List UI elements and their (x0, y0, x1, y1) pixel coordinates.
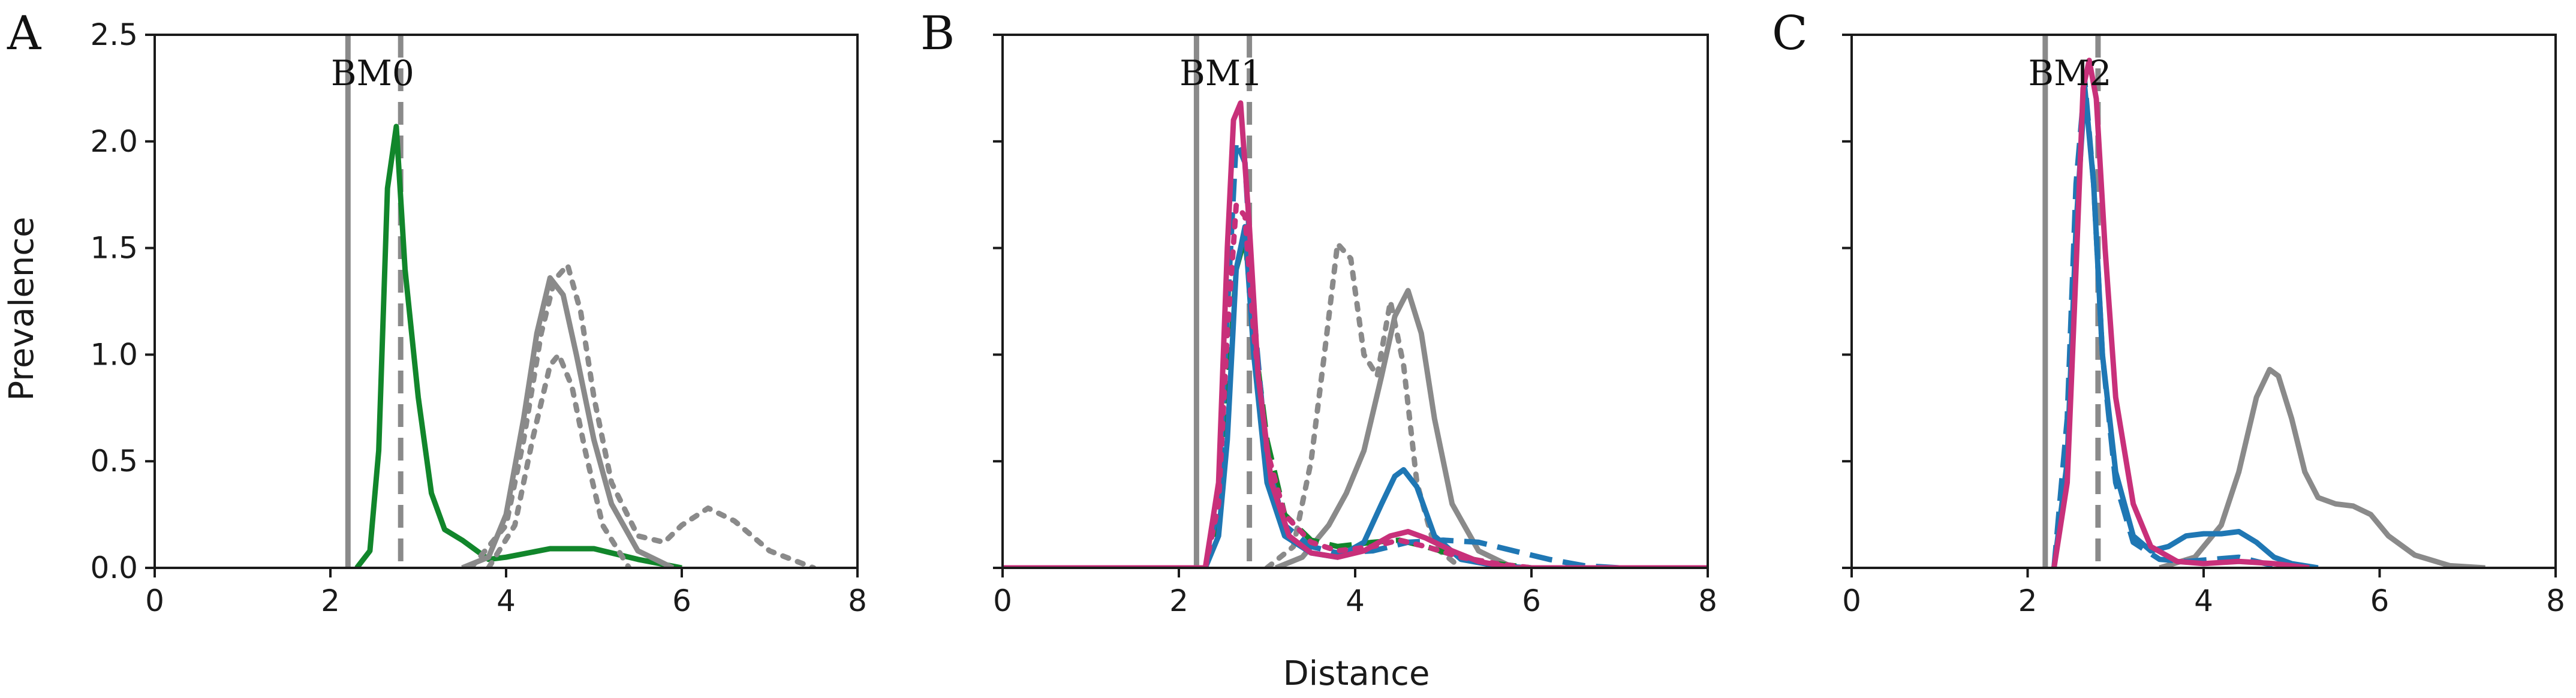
plot-area (1003, 35, 1708, 568)
x-tick-label: 0 (1842, 583, 1861, 618)
axes-frame (154, 34, 859, 569)
x-tick-label: 0 (145, 583, 164, 618)
x-tick-label: 4 (2194, 583, 2213, 618)
plot-area (345, 35, 817, 568)
y-axis-label: Prevalence (2, 216, 41, 401)
x-axis-label: Distance (1283, 654, 1430, 693)
x-tick-label: 6 (672, 583, 691, 618)
panel-title: BM2 (2028, 53, 2111, 94)
panel-c: 0 2 4 6 8 C BM2 (1772, 7, 2565, 618)
series-line-blue-dashed (2051, 79, 2292, 568)
y-tick-label: 0.5 (90, 444, 138, 479)
panel-a: 0 2 4 6 8 0.0 0.5 1.0 1.5 2.0 2.5 A BM0 (7, 7, 867, 618)
series-line-gray-dotted (486, 351, 632, 568)
plot-area (2042, 35, 2485, 568)
series-line-magenta-dotted (1003, 203, 1708, 568)
series-line-gray-dotted (468, 262, 817, 568)
x-tick-label: 6 (2370, 583, 2390, 618)
series-line-gray-solid (461, 275, 675, 568)
y-tick-label: 0.0 (90, 550, 138, 585)
x-tick-label: 8 (1698, 583, 1717, 618)
series-line-magenta-solid (1003, 100, 1708, 568)
x-tick-label: 2 (321, 583, 340, 618)
y-tick-label: 1.5 (90, 231, 138, 266)
y-tick-label: 1.0 (90, 337, 138, 372)
x-tick-label: 8 (2546, 583, 2565, 618)
series-line-magenta-solid (2051, 58, 2310, 568)
x-tick-label: 2 (1169, 583, 1188, 618)
panel-letter: A (7, 7, 42, 61)
y-tick-label: 2.0 (90, 124, 138, 159)
series-line-blue-solid (2051, 85, 2319, 568)
x-tick-label: 0 (993, 583, 1012, 618)
panel-letter: C (1772, 7, 1808, 61)
panel-title: BM1 (1179, 53, 1263, 94)
series-line-gray-solid (1275, 288, 1515, 568)
x-tick-label: 4 (1346, 583, 1365, 618)
panel-title: BM0 (331, 53, 414, 94)
x-tick-label: 8 (848, 583, 867, 618)
axes-frame (1850, 34, 2557, 569)
series-line-blue-dashed (1003, 139, 1708, 568)
panel-letter: B (920, 7, 955, 61)
series-line-green-solid (354, 124, 682, 568)
y-tick-label: 2.5 (90, 17, 138, 52)
axes-frame (1001, 34, 1709, 569)
x-tick-label: 6 (1522, 583, 1541, 618)
x-tick-label: 4 (496, 583, 516, 618)
x-tick-label: 2 (2018, 583, 2038, 618)
panel-b: 0 2 4 6 8 B BM1 (920, 7, 1717, 618)
series-line-gray-solid (2159, 366, 2485, 568)
